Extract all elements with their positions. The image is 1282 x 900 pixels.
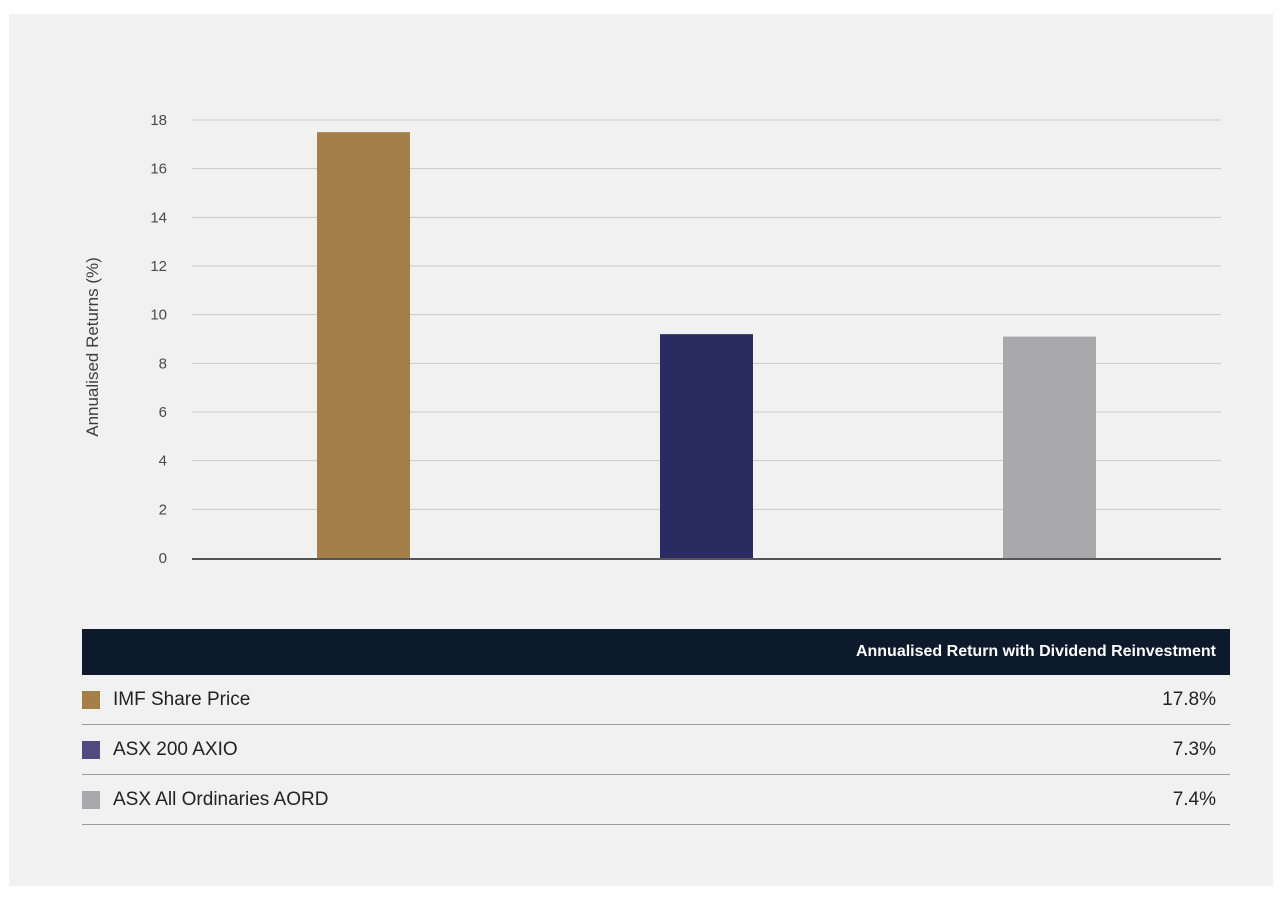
legend-swatch-asx200 — [82, 740, 100, 759]
legend-row-aord: ASX All Ordinaries AORD 7.4% — [82, 775, 1230, 825]
y-tick-label-4: 4 — [159, 453, 167, 470]
bar-1 — [317, 132, 410, 558]
legend-label-aord: ASX All Ordinaries AORD — [113, 788, 329, 810]
legend-row-asx200: ASX 200 AXIO 7.3% — [82, 725, 1230, 775]
legend-value-asx200: 7.3% — [1172, 738, 1216, 760]
y-tick-label-0: 0 — [159, 550, 167, 567]
y-tick-label-6: 6 — [159, 404, 167, 421]
y-tick-label-10: 10 — [150, 307, 167, 324]
bar-chart: 0 2 4 6 8 10 12 14 16 18 Annualised Returns (%) — [83, 112, 1221, 567]
chart-panel: 0 2 4 6 8 10 12 14 16 18 Annualised Returns (%) An… — [9, 14, 1273, 886]
legend-label-asx200: ASX 200 AXIO — [113, 738, 238, 760]
y-tick-label-16: 16 — [150, 161, 167, 178]
y-tick-label-8: 8 — [159, 355, 167, 372]
bar-3 — [1003, 336, 1096, 558]
legend-row-imf: IMF Share Price 17.8% — [82, 675, 1230, 725]
y-tick-label-18: 18 — [150, 112, 167, 129]
legend-value-aord: 7.4% — [1172, 788, 1216, 810]
y-tick-label-12: 12 — [150, 258, 167, 275]
legend-swatch-aord — [82, 790, 100, 809]
legend-swatch-imf — [82, 690, 100, 709]
legend-value-imf: 17.8% — [1162, 688, 1216, 710]
legend-table-header: Annualised Return with Dividend Reinvest… — [82, 629, 1230, 675]
y-tick-label-14: 14 — [150, 209, 167, 226]
y-axis-title: Annualised Returns (%) — [83, 257, 102, 437]
bar-2 — [660, 334, 753, 558]
legend-label-imf: IMF Share Price — [113, 688, 251, 710]
y-tick-label-2: 2 — [159, 501, 167, 518]
legend-table: Annualised Return with Dividend Reinvest… — [82, 629, 1230, 825]
legend-table-header-label: Annualised Return with Dividend Reinvest… — [855, 643, 1216, 660]
